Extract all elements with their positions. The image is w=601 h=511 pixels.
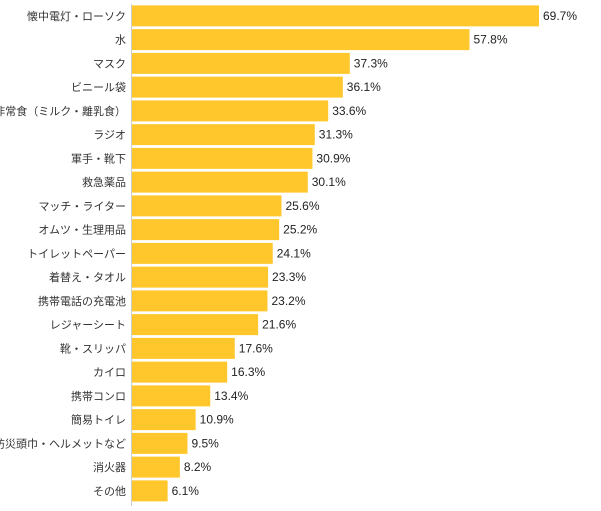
category-label: 着替え・タオル xyxy=(49,270,126,284)
bar xyxy=(132,314,259,336)
bar xyxy=(132,266,269,288)
bar xyxy=(132,337,235,359)
bar xyxy=(132,219,280,241)
bar-group xyxy=(132,5,539,502)
value-label: 25.6% xyxy=(285,199,319,213)
value-label: 17.6% xyxy=(239,341,273,355)
category-label: 救急薬品 xyxy=(82,175,126,189)
bar xyxy=(132,195,282,217)
value-label: 30.1% xyxy=(312,175,346,189)
value-label: 30.9% xyxy=(316,151,350,165)
bar xyxy=(132,361,228,383)
value-label: 23.2% xyxy=(271,294,305,308)
bar xyxy=(132,171,308,193)
bar xyxy=(132,52,350,74)
category-label: その他 xyxy=(93,485,126,498)
category-label: 水 xyxy=(115,34,126,47)
category-label: 携帯コンロ xyxy=(71,389,126,403)
bar xyxy=(132,29,470,51)
bar xyxy=(132,124,315,146)
bar xyxy=(132,432,188,454)
category-label: 靴・スリッパ xyxy=(60,341,126,355)
value-label: 13.4% xyxy=(214,389,248,403)
category-label: マスク xyxy=(93,57,126,70)
bar xyxy=(132,456,180,478)
category-label: マッチ・ライター xyxy=(38,200,126,213)
bar xyxy=(132,480,168,502)
value-label: 23.3% xyxy=(272,270,306,284)
category-label: 簡易トイレ xyxy=(71,413,126,427)
value-label: 25.2% xyxy=(283,223,317,237)
category-label: ビニール袋 xyxy=(71,80,126,94)
value-label: 9.5% xyxy=(191,436,219,450)
value-label: 37.3% xyxy=(354,56,388,70)
value-label: 16.3% xyxy=(231,365,265,379)
bar xyxy=(132,409,196,431)
value-label: 21.6% xyxy=(262,318,296,332)
value-label: 6.1% xyxy=(172,484,200,498)
category-label: トイレットペーパー xyxy=(27,247,126,260)
category-label: 消火器 xyxy=(93,460,126,474)
bar xyxy=(132,5,539,27)
bar xyxy=(132,76,343,98)
bar xyxy=(132,100,329,122)
value-label: 57.8% xyxy=(474,33,508,47)
bar xyxy=(132,242,273,264)
bar xyxy=(132,385,211,407)
bar xyxy=(132,290,268,312)
category-label: 非常食（ミルク・離乳食） xyxy=(0,104,126,118)
category-label: 軍手・靴下 xyxy=(71,151,126,165)
category-label: カイロ xyxy=(93,366,126,379)
value-label-group: 69.7% 57.8% 37.3% 36.1% 33.6% 31.3% 30.9% 30.1%… xyxy=(172,9,578,498)
category-label: レジャーシート xyxy=(50,319,126,332)
value-label: 69.7% xyxy=(543,9,577,23)
value-label: 8.2% xyxy=(184,460,212,474)
category-label: オムツ・生理用品 xyxy=(38,223,126,237)
value-label: 31.3% xyxy=(319,128,353,142)
category-label: 懐中電灯・ローソク xyxy=(27,9,126,23)
category-label: 携帯電話の充電池 xyxy=(38,294,126,308)
value-label: 10.9% xyxy=(200,413,234,427)
value-label: 33.6% xyxy=(332,104,366,118)
value-label: 24.1% xyxy=(277,246,311,260)
category-label: ラジオ xyxy=(93,129,126,142)
bar xyxy=(132,147,313,169)
category-label: 防災頭巾・ヘルメットなど xyxy=(0,436,126,450)
value-label: 36.1% xyxy=(347,80,381,94)
